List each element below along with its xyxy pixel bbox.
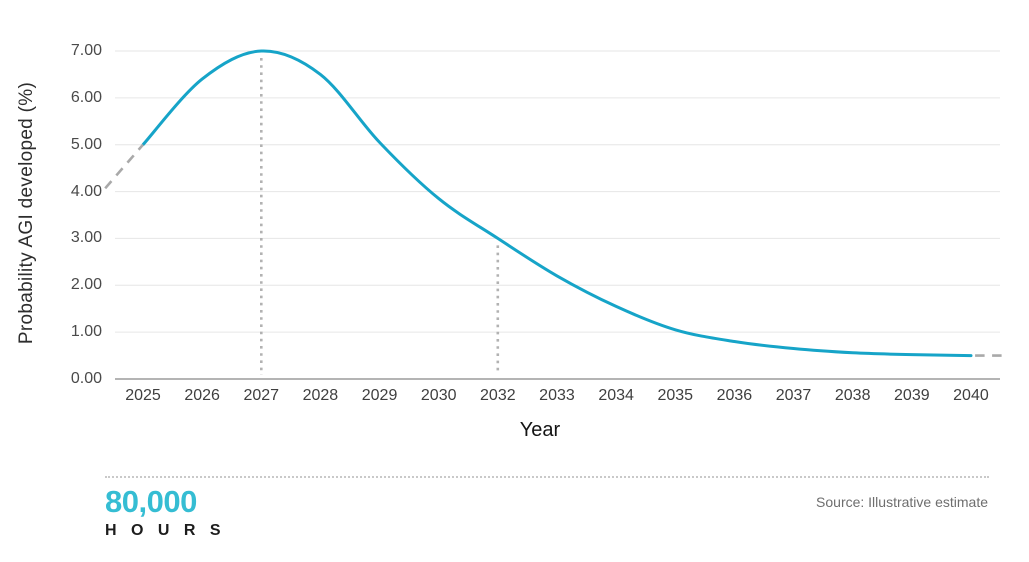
y-tick-label: 0.00 <box>70 370 102 387</box>
x-axis-title: Year <box>519 419 561 441</box>
y-tick-label: 4.00 <box>70 182 102 200</box>
x-tick-label: 2040 <box>953 387 989 404</box>
x-tick-label: 2039 <box>894 387 930 404</box>
x-tick-label: 2028 <box>302 387 339 404</box>
x-tick-label: 2026 <box>184 387 220 404</box>
y-tick-label: 7.00 <box>70 42 102 59</box>
logo-80000-text: 80,000 <box>105 484 197 519</box>
x-tick-label: 2038 <box>834 387 871 404</box>
x-tick-label: 2030 <box>420 387 457 404</box>
x-tick-label: 2036 <box>716 387 753 404</box>
x-tick-label: 2035 <box>657 387 694 404</box>
logo-hours-text: H O U R S <box>105 521 226 539</box>
y-tick-label: 2.00 <box>70 276 102 294</box>
x-tick-label: 2025 <box>125 387 161 404</box>
y-tick-label: 1.00 <box>70 323 102 341</box>
x-tick-label: 2029 <box>361 387 398 404</box>
y-tick-label: 5.00 <box>70 135 102 153</box>
footer-separator <box>105 476 989 478</box>
y-tick-label: 3.00 <box>70 229 102 247</box>
x-tick-label: 2032 <box>480 387 516 404</box>
y-tick-label: 6.00 <box>70 88 102 106</box>
y-axis-title: Probability AGI developed (%) <box>16 81 37 345</box>
x-tick-label: 2034 <box>598 387 634 404</box>
source-note: Source: Illustrative estimate <box>816 494 988 510</box>
x-tick-label: 2033 <box>539 387 575 404</box>
x-tick-label: 2027 <box>243 387 280 404</box>
x-tick-label: 2037 <box>775 387 812 404</box>
80000-hours-logo: 80,000 H O U R S <box>105 484 226 540</box>
